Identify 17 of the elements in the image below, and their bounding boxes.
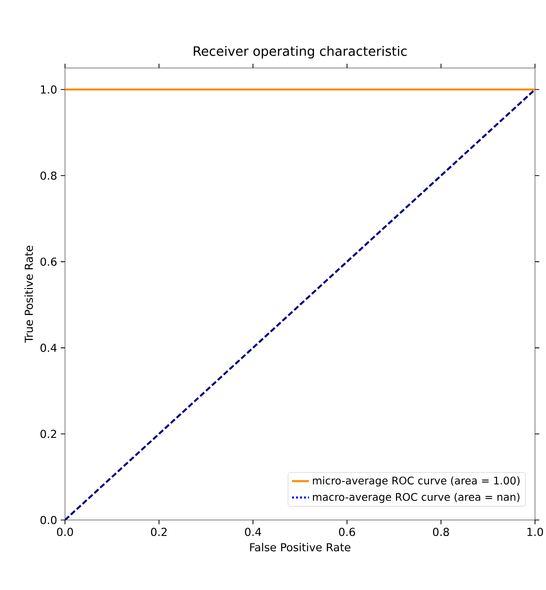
y-tick-label: 1.0: [41, 85, 56, 94]
chart-title: Receiver operating characteristic: [194, 46, 407, 58]
legend-label: macro-average ROC curve (area = nan): [312, 492, 520, 503]
y-tick-label: 0.4: [40, 344, 57, 352]
y-tick-label: 0.6: [40, 258, 57, 266]
x-tick-label: 0.4: [245, 528, 262, 536]
y-tick-label: 0.8: [40, 171, 56, 180]
legend-label: micro-average ROC curve (area = 1.00): [312, 476, 520, 487]
y-tick-label: 0.2: [40, 430, 56, 438]
x-tick-label: 0.0: [57, 528, 73, 536]
x-tick-label: 0.6: [339, 528, 356, 536]
x-tick-label: 1.0: [527, 528, 543, 536]
x-tick-label: 0.2: [151, 528, 167, 536]
x-axis-title: False Positive Rate: [250, 542, 350, 552]
y-tick-label: 0.0: [40, 516, 56, 524]
y-axis-title: True Positive Rate: [24, 246, 33, 343]
x-tick-label: 0.8: [433, 528, 449, 536]
